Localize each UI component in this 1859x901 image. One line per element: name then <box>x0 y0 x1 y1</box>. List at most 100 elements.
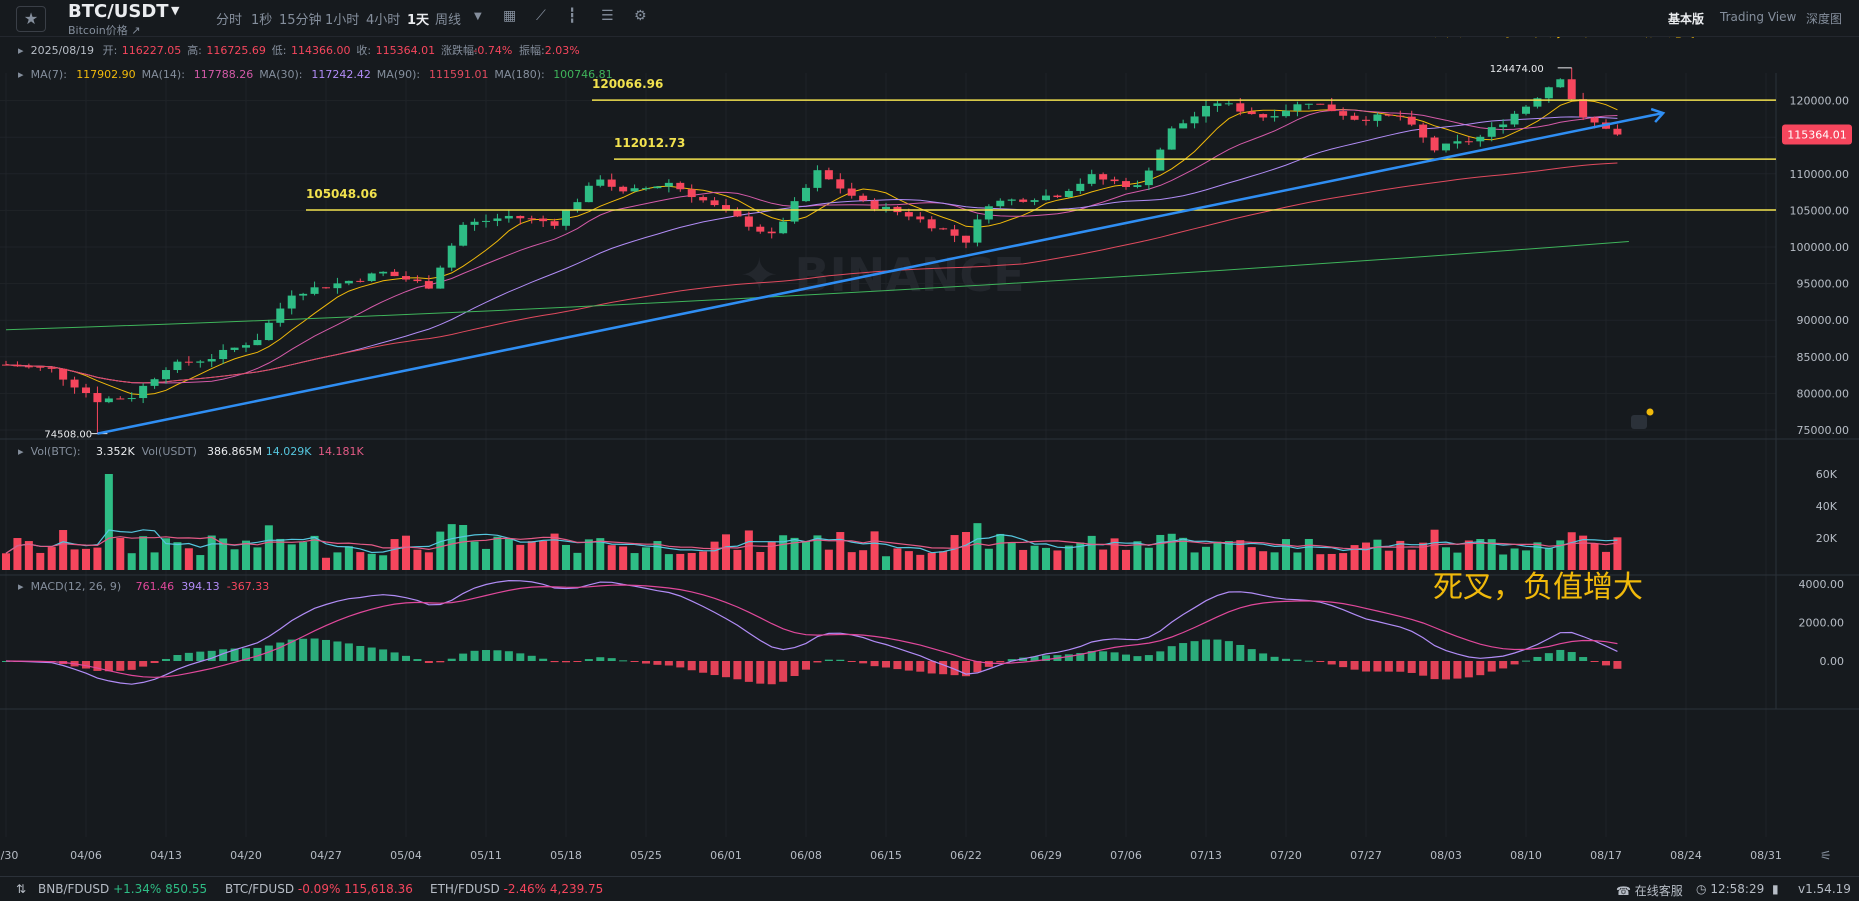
macd-histogram-bar <box>1259 653 1268 661</box>
macd-histogram-bar <box>447 658 456 661</box>
indicator-icon[interactable]: ⟋ <box>536 8 546 24</box>
macd-histogram-bar <box>367 647 376 661</box>
candle-body <box>939 228 948 230</box>
volume-bar <box>1316 554 1325 570</box>
ma-legend-item: 117902.90 <box>76 68 136 81</box>
interval-tab-1s[interactable]: 1秒 <box>251 13 273 28</box>
interval-tab-1h[interactable]: 1小时 <box>325 13 360 28</box>
macd-histogram-bar <box>1304 660 1313 662</box>
candle-body <box>436 267 445 289</box>
macd-legend-item: -367.33 <box>227 580 269 593</box>
macd-histogram-bar <box>1533 656 1542 661</box>
macd-histogram-bar <box>413 659 422 661</box>
view-tab-depth[interactable]: 深度图 <box>1806 12 1843 26</box>
volume-bar <box>516 544 525 570</box>
layout-icon[interactable]: ☰ <box>601 8 614 24</box>
favorite-star-icon[interactable]: ★ <box>16 6 46 32</box>
macd-histogram-bar <box>1064 654 1073 661</box>
calendar-icon[interactable]: ▦ <box>503 8 517 24</box>
interval-tab-4h[interactable]: 4小时 <box>366 13 401 28</box>
symbol-subtitle[interactable]: Bitcoin价格 ↗ <box>68 24 141 37</box>
macd-histogram-bar <box>424 661 433 663</box>
level-label: 112012.73 <box>614 136 685 150</box>
candle-body <box>1499 124 1508 128</box>
volume-bar <box>264 525 273 570</box>
price-tick-label: 105000.00 <box>1790 204 1850 217</box>
settings-gear-icon[interactable]: ⚙ <box>634 8 647 24</box>
candle-body <box>390 271 399 277</box>
candle-body <box>1339 111 1348 116</box>
ticker-bnb[interactable]: BNB/FDUSD +1.34% 850.55 <box>38 882 207 896</box>
chart-type-icon[interactable]: ┇ <box>568 8 577 24</box>
volume-bar <box>150 552 159 570</box>
ticker-price: 115,618.36 <box>344 882 413 896</box>
ma14-line <box>5 109 1618 384</box>
macd-histogram-bar <box>184 652 193 661</box>
chart-grid <box>0 73 1859 837</box>
macd-histogram-bar <box>493 650 502 661</box>
interval-tab-15m[interactable]: 15分钟 <box>279 13 322 28</box>
volume-legend-item: 14.029K <box>266 445 312 458</box>
volume-bar <box>70 549 79 570</box>
interval-tab-1w[interactable]: 周线 <box>435 13 462 28</box>
volume-bar <box>1476 539 1485 570</box>
macd-histogram-bar <box>1110 652 1119 661</box>
ticker-eth[interactable]: ETH/FDUSD -2.46% 4,239.75 <box>430 882 603 896</box>
more-intervals-chevron-icon[interactable]: ▼ <box>474 11 482 22</box>
macd-histogram-bar <box>1202 639 1210 661</box>
online-support-link[interactable]: ☎ 在线客服 <box>1616 882 1683 899</box>
macd-histogram-bar <box>1293 659 1302 661</box>
ma-legend-item: ▸ <box>18 68 24 81</box>
volume-bar <box>607 545 616 570</box>
candle-body <box>1544 87 1553 99</box>
volume-bar <box>962 532 970 570</box>
candle-body <box>1156 149 1165 171</box>
ticker-btc[interactable]: BTC/FDUSD -0.09% 115,618.36 <box>225 882 413 896</box>
macd-histogram-bar <box>379 649 388 661</box>
time-tick-label: 07/20 <box>1270 849 1302 862</box>
volume-bar <box>527 541 536 570</box>
macd-histogram-bar <box>927 661 936 674</box>
macd-histogram-bar <box>664 661 673 666</box>
view-tab-tradingview[interactable]: Trading View <box>1720 10 1797 24</box>
ohlc-legend-item: 116725.69 <box>206 44 266 57</box>
candle-body <box>1213 103 1222 106</box>
volume-legend-item: Vol(USDT) <box>142 445 197 458</box>
interval-tab-timeline[interactable]: 分时 <box>216 13 243 28</box>
candle-body <box>1064 190 1073 198</box>
macd-histogram-bar <box>1247 649 1256 661</box>
view-tab-basic[interactable]: 基本版 <box>1668 12 1705 26</box>
macd-histogram-bar <box>104 661 113 672</box>
support-resistance-lines[interactable]: 120066.96 112012.73 105048.06 124474.00 7450… <box>44 64 1776 441</box>
volume-bar <box>996 533 1005 570</box>
volume-bar <box>276 538 285 570</box>
footer-arrows-icon[interactable]: ⇅ <box>16 882 27 896</box>
volume-bar <box>1202 546 1210 570</box>
candle-body <box>1590 117 1599 123</box>
candle-body <box>1076 183 1085 191</box>
trendline[interactable] <box>97 107 1666 435</box>
time-tick-label: 05/04 <box>390 849 422 862</box>
ticker-change: -0.09% <box>297 882 341 896</box>
candle-body <box>802 187 810 202</box>
macd-histogram-bar <box>996 661 1005 663</box>
macd-histogram-bar <box>219 649 228 661</box>
candle-body <box>1030 200 1039 202</box>
volume-bar <box>1087 535 1096 570</box>
candle-body <box>367 273 376 281</box>
volume-bar <box>1293 552 1302 570</box>
interval-tab-1d[interactable]: 1天 <box>407 13 430 28</box>
symbol-dropdown-caret-icon[interactable]: ▼ <box>171 4 180 17</box>
volume-bar <box>722 534 730 570</box>
candle-body <box>1522 106 1530 114</box>
ohlc-legend-item: ▸ <box>18 44 24 57</box>
macd-histogram-bar <box>1464 661 1473 678</box>
symbol-title[interactable]: BTC/USDT <box>68 1 169 22</box>
candlestick-chart[interactable]: ✦ BINANCE 120066.96112012.73105048.06124… <box>0 37 1859 875</box>
macd-histogram-bar <box>196 651 205 661</box>
macd-tick-label: 2000.00 <box>1799 617 1845 630</box>
volume-bar <box>619 546 628 570</box>
macd-histogram-bar <box>1122 654 1130 661</box>
time-tick-label: 06/22 <box>950 849 982 862</box>
macd-histogram-bar <box>1613 661 1622 669</box>
